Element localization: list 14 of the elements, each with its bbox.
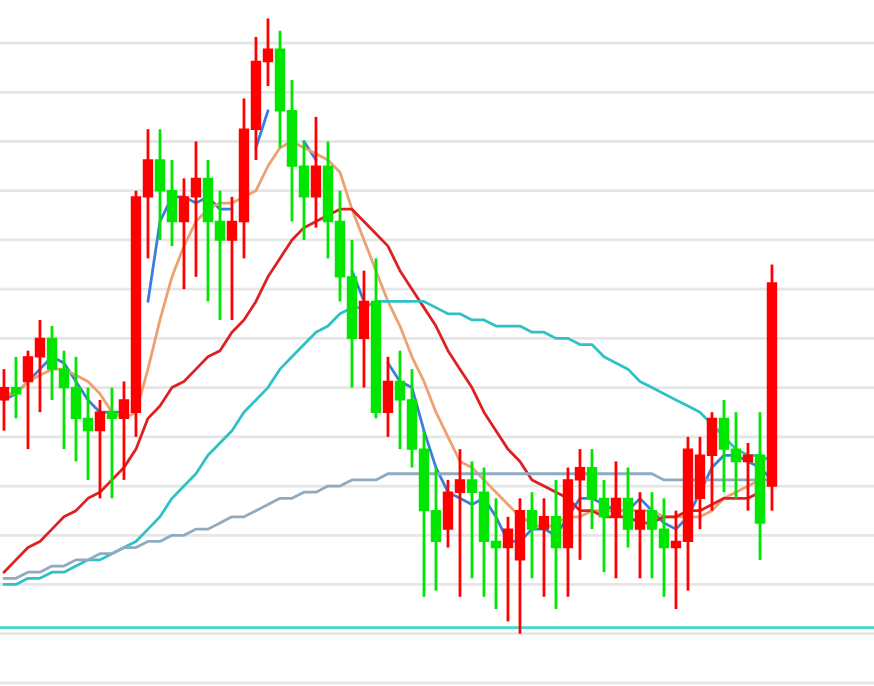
candlestick <box>94 398 106 500</box>
candlestick <box>382 355 394 439</box>
candlestick <box>358 269 370 389</box>
candlestick <box>526 490 538 580</box>
candlestick <box>550 478 562 611</box>
candlestick <box>742 441 754 513</box>
candlestick <box>538 496 550 599</box>
candlestick <box>622 466 634 549</box>
candlestick <box>310 115 322 230</box>
candlestick <box>634 490 646 580</box>
candlestick <box>106 386 118 500</box>
candlestick <box>610 460 622 580</box>
candlestick <box>0 367 10 433</box>
candlestick <box>10 355 22 420</box>
